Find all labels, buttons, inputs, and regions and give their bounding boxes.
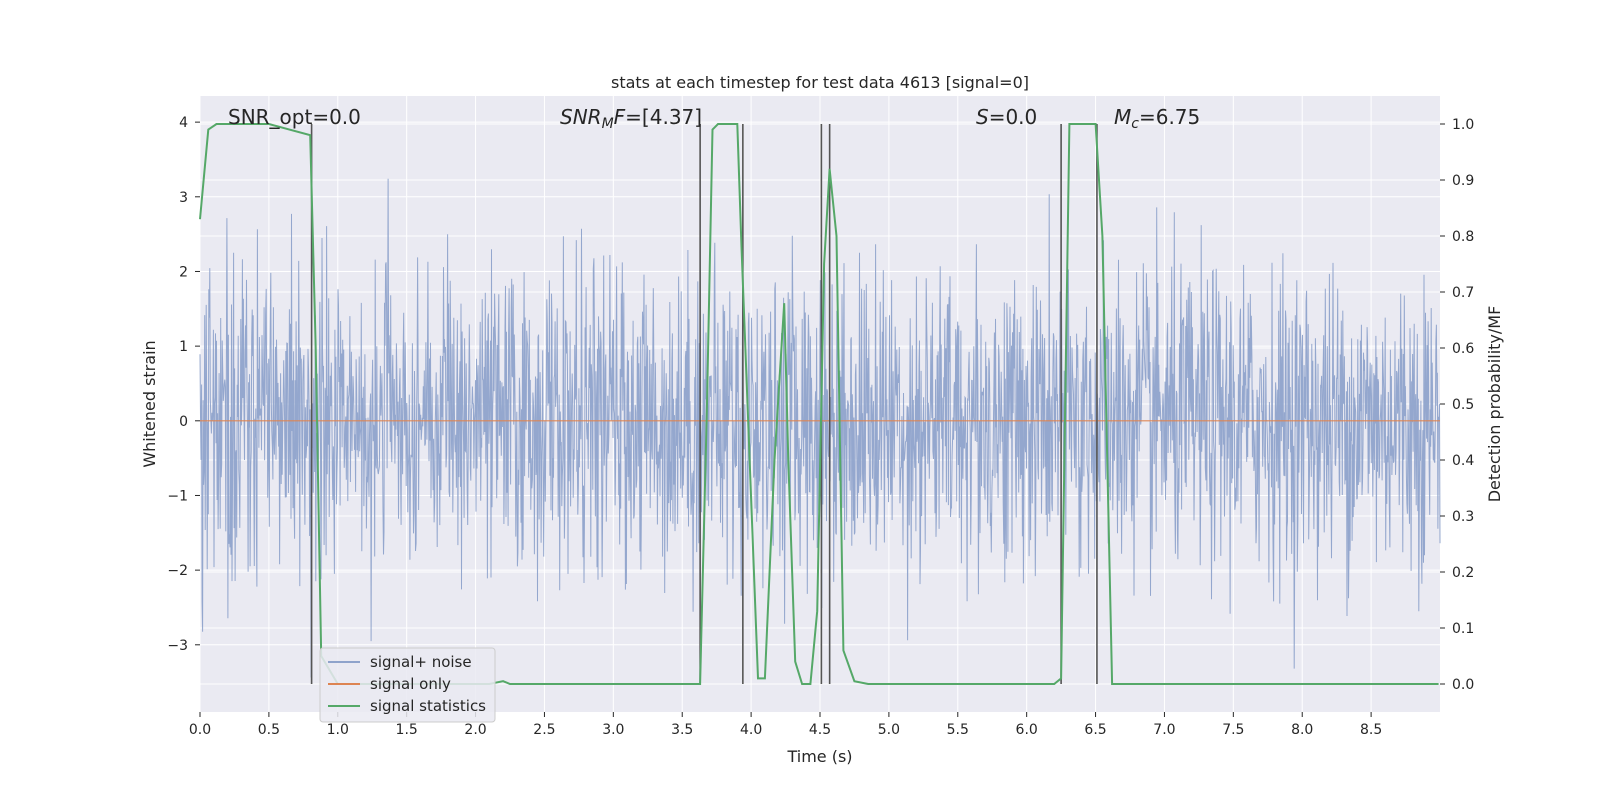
y-right-tick-label: 1.0 (1452, 117, 1474, 133)
x-tick-label: 0.0 (189, 722, 211, 738)
x-tick-label: 5.0 (878, 722, 900, 738)
y-right-tick-label: 0.3 (1452, 509, 1474, 525)
x-tick-label: 1.5 (396, 722, 418, 738)
y-left-tick-label: 1 (179, 339, 188, 355)
legend-label-signal-only: signal only (370, 675, 451, 693)
y-right-tick-label: 0.2 (1452, 565, 1474, 581)
x-tick-label: 3.5 (671, 722, 693, 738)
x-tick-label: 2.5 (533, 722, 555, 738)
y-axis-left-label: Whitened strain (140, 340, 159, 467)
x-tick-label: 0.5 (258, 722, 280, 738)
annotation-snr-mf: SNRMF=[4.37] (560, 105, 702, 132)
x-tick-label: 6.0 (1016, 722, 1038, 738)
legend-label-signal-statistics: signal statistics (370, 697, 486, 715)
y-right-tick-label: 0.8 (1452, 229, 1474, 245)
legend-label-signal-noise: signal+ noise (370, 653, 472, 671)
annotation-snr-opt: SNR_opt=0.0 (228, 105, 361, 129)
y-right-tick-label: 0.4 (1452, 453, 1474, 469)
y-left-tick-label: 0 (179, 414, 188, 430)
y-left-tick-label: −3 (167, 638, 188, 654)
y-right-tick-label: 0.5 (1452, 397, 1474, 413)
x-tick-label: 4.0 (740, 722, 762, 738)
legend-box (319, 647, 496, 723)
y-right-tick-label: 0.9 (1452, 173, 1474, 189)
y-axis-left-ticks: −3 −2 −1 0 1 2 3 4 (167, 115, 200, 654)
x-tick-label: 7.0 (1153, 722, 1175, 738)
x-tick-label: 8.5 (1360, 722, 1382, 738)
annotation-mc: Mc=6.75 (1114, 105, 1200, 132)
y-right-tick-label: 0.0 (1452, 677, 1474, 693)
chart-title: stats at each timestep for test data 461… (611, 73, 1029, 92)
legend: signal+ noise signal only signal statist… (319, 647, 496, 723)
x-tick-label: 6.5 (1084, 722, 1106, 738)
x-tick-label: 1.0 (327, 722, 349, 738)
y-left-tick-label: 2 (179, 264, 188, 280)
y-axis-right-label: Detection probability/MF (1485, 306, 1504, 503)
x-tick-label: 2.0 (464, 722, 486, 738)
y-axis-right-ticks: 0.0 0.1 0.2 0.3 0.4 0.5 0.6 0.7 0.8 0.9 1.0 (1440, 117, 1474, 693)
y-right-tick-label: 0.6 (1452, 341, 1474, 357)
x-axis-ticks: 0.0 0.5 1.0 1.5 2.0 2.5 3.0 3.5 4.0 4.5 5.0 5.5 6.0 6… (189, 712, 1382, 738)
x-tick-label: 3.0 (602, 722, 624, 738)
x-tick-label: 4.5 (809, 722, 831, 738)
vertical-markers (310, 124, 1098, 684)
x-tick-label: 7.5 (1222, 722, 1244, 738)
x-tick-label: 8.0 (1291, 722, 1313, 738)
y-left-tick-label: −2 (167, 563, 188, 579)
y-left-tick-label: 4 (179, 115, 188, 131)
annotation-s: S=0.0 (976, 105, 1037, 129)
signal-noise-line (199, 178, 1441, 678)
y-right-tick-label: 0.7 (1452, 285, 1474, 301)
y-right-tick-label: 0.1 (1452, 621, 1474, 637)
series-signal-noise (199, 178, 1441, 678)
y-left-tick-label: −1 (167, 488, 188, 504)
x-axis-label: Time (s) (786, 747, 852, 766)
y-left-tick-label: 3 (179, 190, 188, 206)
x-tick-label: 5.5 (947, 722, 969, 738)
